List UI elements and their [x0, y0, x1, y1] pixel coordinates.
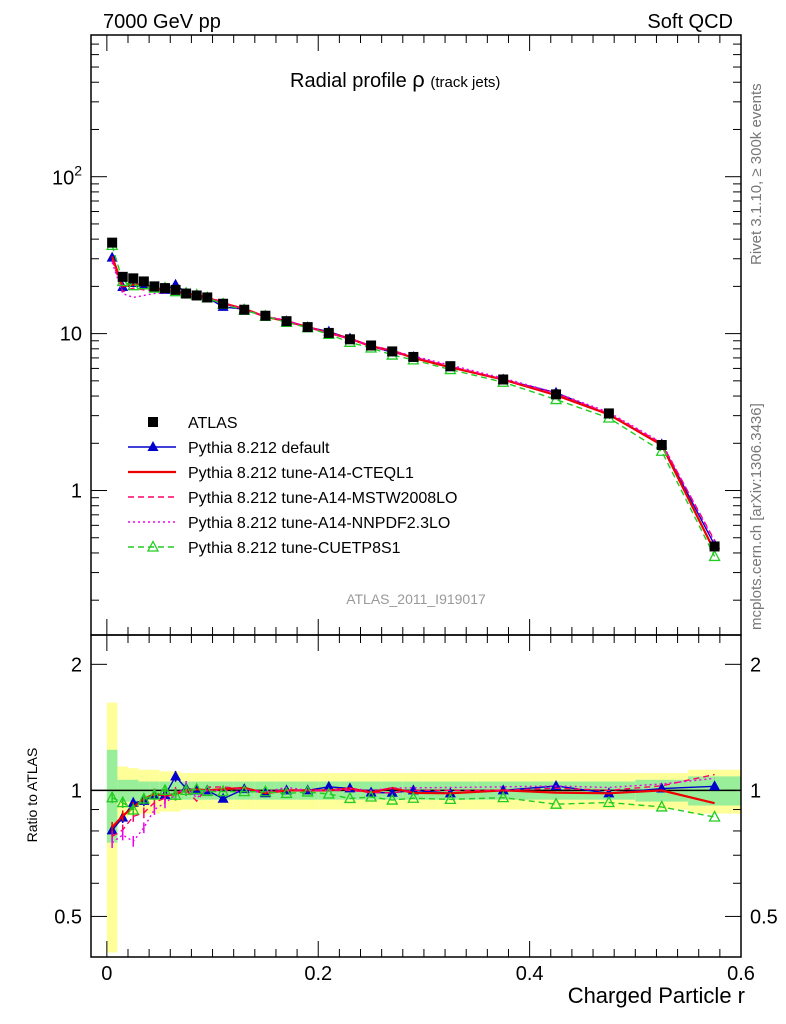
ratio-point — [217, 792, 229, 803]
data-point — [281, 316, 292, 327]
legend-marker — [147, 441, 159, 451]
data-point — [445, 361, 456, 372]
data-point — [656, 440, 667, 451]
data-point — [170, 284, 181, 295]
ratio-y-tick-label-right: 0.5 — [750, 906, 778, 928]
ratio-line-3 — [111, 777, 715, 844]
data-point — [387, 346, 398, 357]
ratio-y-axis-label: Ratio to ATLAS — [24, 748, 40, 843]
y-tick-label: 1 — [71, 481, 82, 503]
data-point — [117, 271, 128, 282]
ratio-point — [259, 784, 272, 797]
data-point — [202, 292, 213, 303]
series-point — [655, 444, 668, 456]
data-point — [107, 237, 118, 248]
ratio-point — [343, 791, 357, 804]
legend-marker-data — [148, 417, 158, 427]
ratio-y-tick-label-right: 2 — [750, 654, 761, 676]
header-right: Soft QCD — [647, 11, 733, 33]
x-axis-label: Charged Particle r — [568, 983, 745, 1008]
ratio-point — [655, 800, 668, 812]
data-point — [149, 281, 160, 292]
y-tick-label: 10 — [60, 324, 82, 346]
data-point — [181, 288, 192, 299]
series-point — [127, 278, 140, 291]
ratio-point — [386, 793, 399, 805]
legend: ATLAS Pythia 8.212 default Pythia 8.212 tu… — [128, 415, 457, 557]
ratio-y-tick-label-left: 0.5 — [54, 906, 82, 928]
legend-label: Pythia 8.212 tune-A14-CTEQL1 — [188, 465, 414, 482]
data-point — [408, 351, 419, 362]
data-point — [302, 322, 313, 333]
ratio-point — [602, 795, 615, 808]
series-line-2 — [111, 259, 716, 541]
ratio-point — [407, 791, 420, 803]
data-point — [603, 408, 614, 419]
ratio-point — [280, 786, 293, 799]
ratio-point — [201, 784, 214, 797]
legend-label: Pythia 8.212 tune-A14-MSTW2008LO — [188, 490, 457, 507]
series-point — [708, 549, 721, 562]
ratio-y-tick-label-left: 2 — [71, 654, 82, 676]
data-point — [159, 283, 170, 294]
ratio-y-tick-label-right: 1 — [750, 780, 761, 802]
ratio-point — [444, 792, 457, 805]
ratio-line-2 — [111, 773, 715, 838]
ratio-point — [238, 784, 251, 797]
x-tick-label: 0.2 — [304, 963, 332, 985]
analysis-tag: ATLAS_2011_I919017 — [346, 591, 486, 607]
data-point — [239, 304, 250, 315]
ratio-point — [386, 786, 398, 797]
ratio-point — [550, 779, 562, 790]
ratio-point — [497, 790, 510, 803]
data-point — [218, 298, 229, 309]
ratio-point — [190, 782, 203, 794]
data-point — [709, 541, 720, 552]
ratio-point — [708, 810, 721, 822]
chart-title: Radial profile ρ (track jets) — [290, 67, 500, 92]
ratio-point — [301, 785, 314, 797]
legend-label: ATLAS — [188, 415, 238, 432]
data-point — [551, 389, 562, 400]
data-point — [260, 310, 271, 321]
chart-title-suffix: (track jets) — [430, 74, 500, 91]
ratio-plot-frame — [90, 634, 742, 958]
series-line-4 — [111, 245, 716, 557]
ratio-point — [709, 780, 721, 791]
ratio-point — [365, 790, 378, 802]
data-point — [344, 334, 355, 345]
header-left: 7000 GeV pp — [103, 11, 221, 33]
x-tick-label: 0 — [101, 963, 112, 985]
data-point — [128, 273, 139, 284]
legend-label: Pythia 8.212 tune-CUETP8S1 — [188, 540, 401, 557]
x-tick-label: 0.4 — [516, 963, 544, 985]
legend-marker — [146, 540, 160, 552]
data-point — [138, 276, 149, 287]
rivet-label: Rivet 3.1.10, ≥ 300k events — [748, 83, 765, 265]
legend-label: Pythia 8.212 tune-A14-NNPDF2.3LO — [188, 515, 450, 532]
legend-label: Pythia 8.212 default — [188, 440, 330, 457]
data-point — [323, 327, 334, 338]
mcplots-label: mcplots.cern.ch [arXiv:1306.3436] — [748, 403, 765, 630]
data-point — [191, 290, 202, 301]
ratio-point — [323, 780, 335, 791]
chart-title-main: Radial profile — [290, 70, 407, 92]
ratio-point — [217, 784, 230, 797]
x-tick-label: 0.6 — [727, 963, 755, 985]
y-tick-label: 102 — [52, 163, 82, 190]
ratio-y-tick-label-left: 1 — [71, 780, 82, 802]
chart-title-symbol: ρ — [412, 67, 425, 92]
data-point — [498, 374, 509, 385]
ratio-point — [322, 787, 335, 799]
data-point — [366, 340, 377, 351]
ratio-point — [549, 797, 563, 809]
